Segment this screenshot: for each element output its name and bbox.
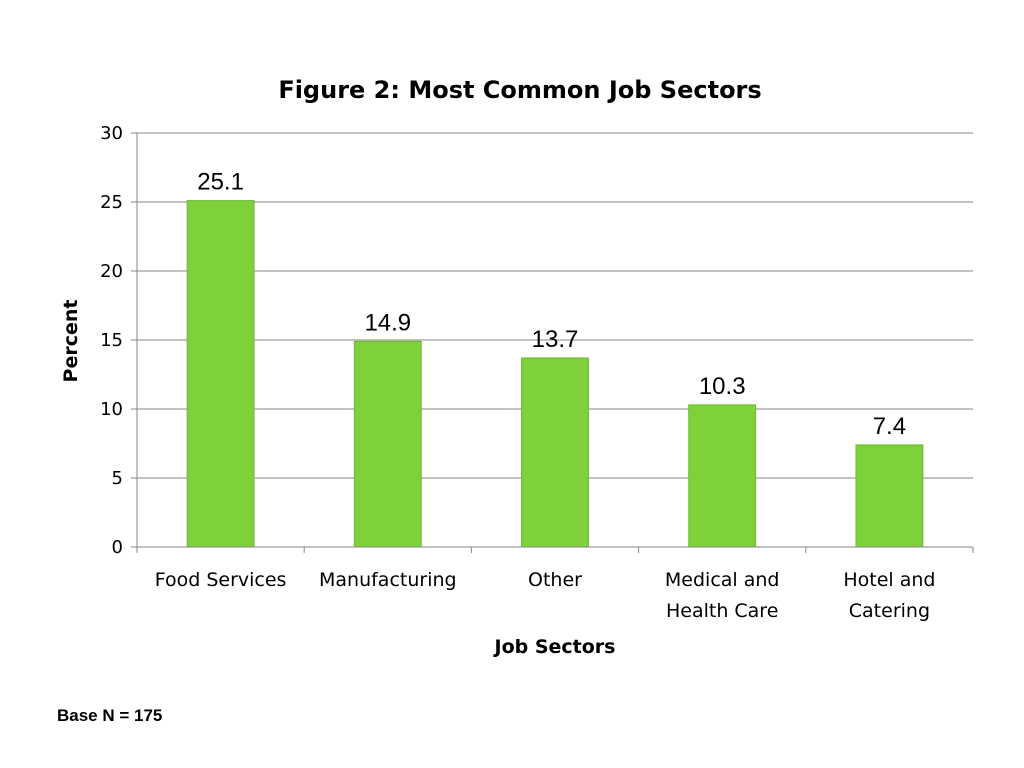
bar	[186, 200, 255, 548]
x-category-label: Hotel and	[843, 569, 935, 591]
bars	[186, 200, 924, 548]
x-axis-title: Job Sectors	[493, 636, 616, 658]
x-category-label: Health Care	[666, 600, 778, 622]
y-tick-label: 10	[100, 399, 123, 420]
y-tick-label: 25	[100, 192, 123, 213]
x-category-label: Manufacturing	[319, 569, 457, 591]
y-axis-title: Percent	[60, 300, 82, 383]
data-labels: 25.1 14.9 13.7 10.3 7.4	[197, 169, 906, 440]
bar	[688, 404, 757, 548]
data-label: 10.3	[699, 373, 746, 400]
x-axis-categories: Food Services Manufacturing Other Medical a…	[136, 547, 974, 622]
bar	[855, 444, 924, 548]
y-tick-label: 20	[100, 261, 123, 282]
chart-title: Figure 2: Most Common Job Sectors	[278, 76, 761, 104]
bar	[353, 340, 422, 548]
y-tick-label: 30	[100, 123, 123, 144]
data-label: 14.9	[364, 309, 411, 336]
x-category-label: Catering	[849, 600, 930, 622]
y-tick-label: 15	[100, 330, 123, 351]
y-axis-ticks: 0 5 10 15 20 25 30	[100, 123, 137, 558]
data-label: 13.7	[532, 326, 579, 353]
data-label: 25.1	[197, 169, 244, 196]
gridlines	[137, 132, 973, 479]
x-category-label: Other	[528, 569, 582, 591]
x-category-label: Medical and	[665, 569, 780, 591]
bar	[521, 357, 589, 548]
x-category-label: Food Services	[155, 569, 287, 591]
data-label: 7.4	[873, 413, 906, 440]
y-tick-label: 5	[112, 468, 123, 489]
y-tick-label: 0	[112, 537, 123, 558]
base-n-footnote: Base N = 175	[57, 706, 163, 725]
